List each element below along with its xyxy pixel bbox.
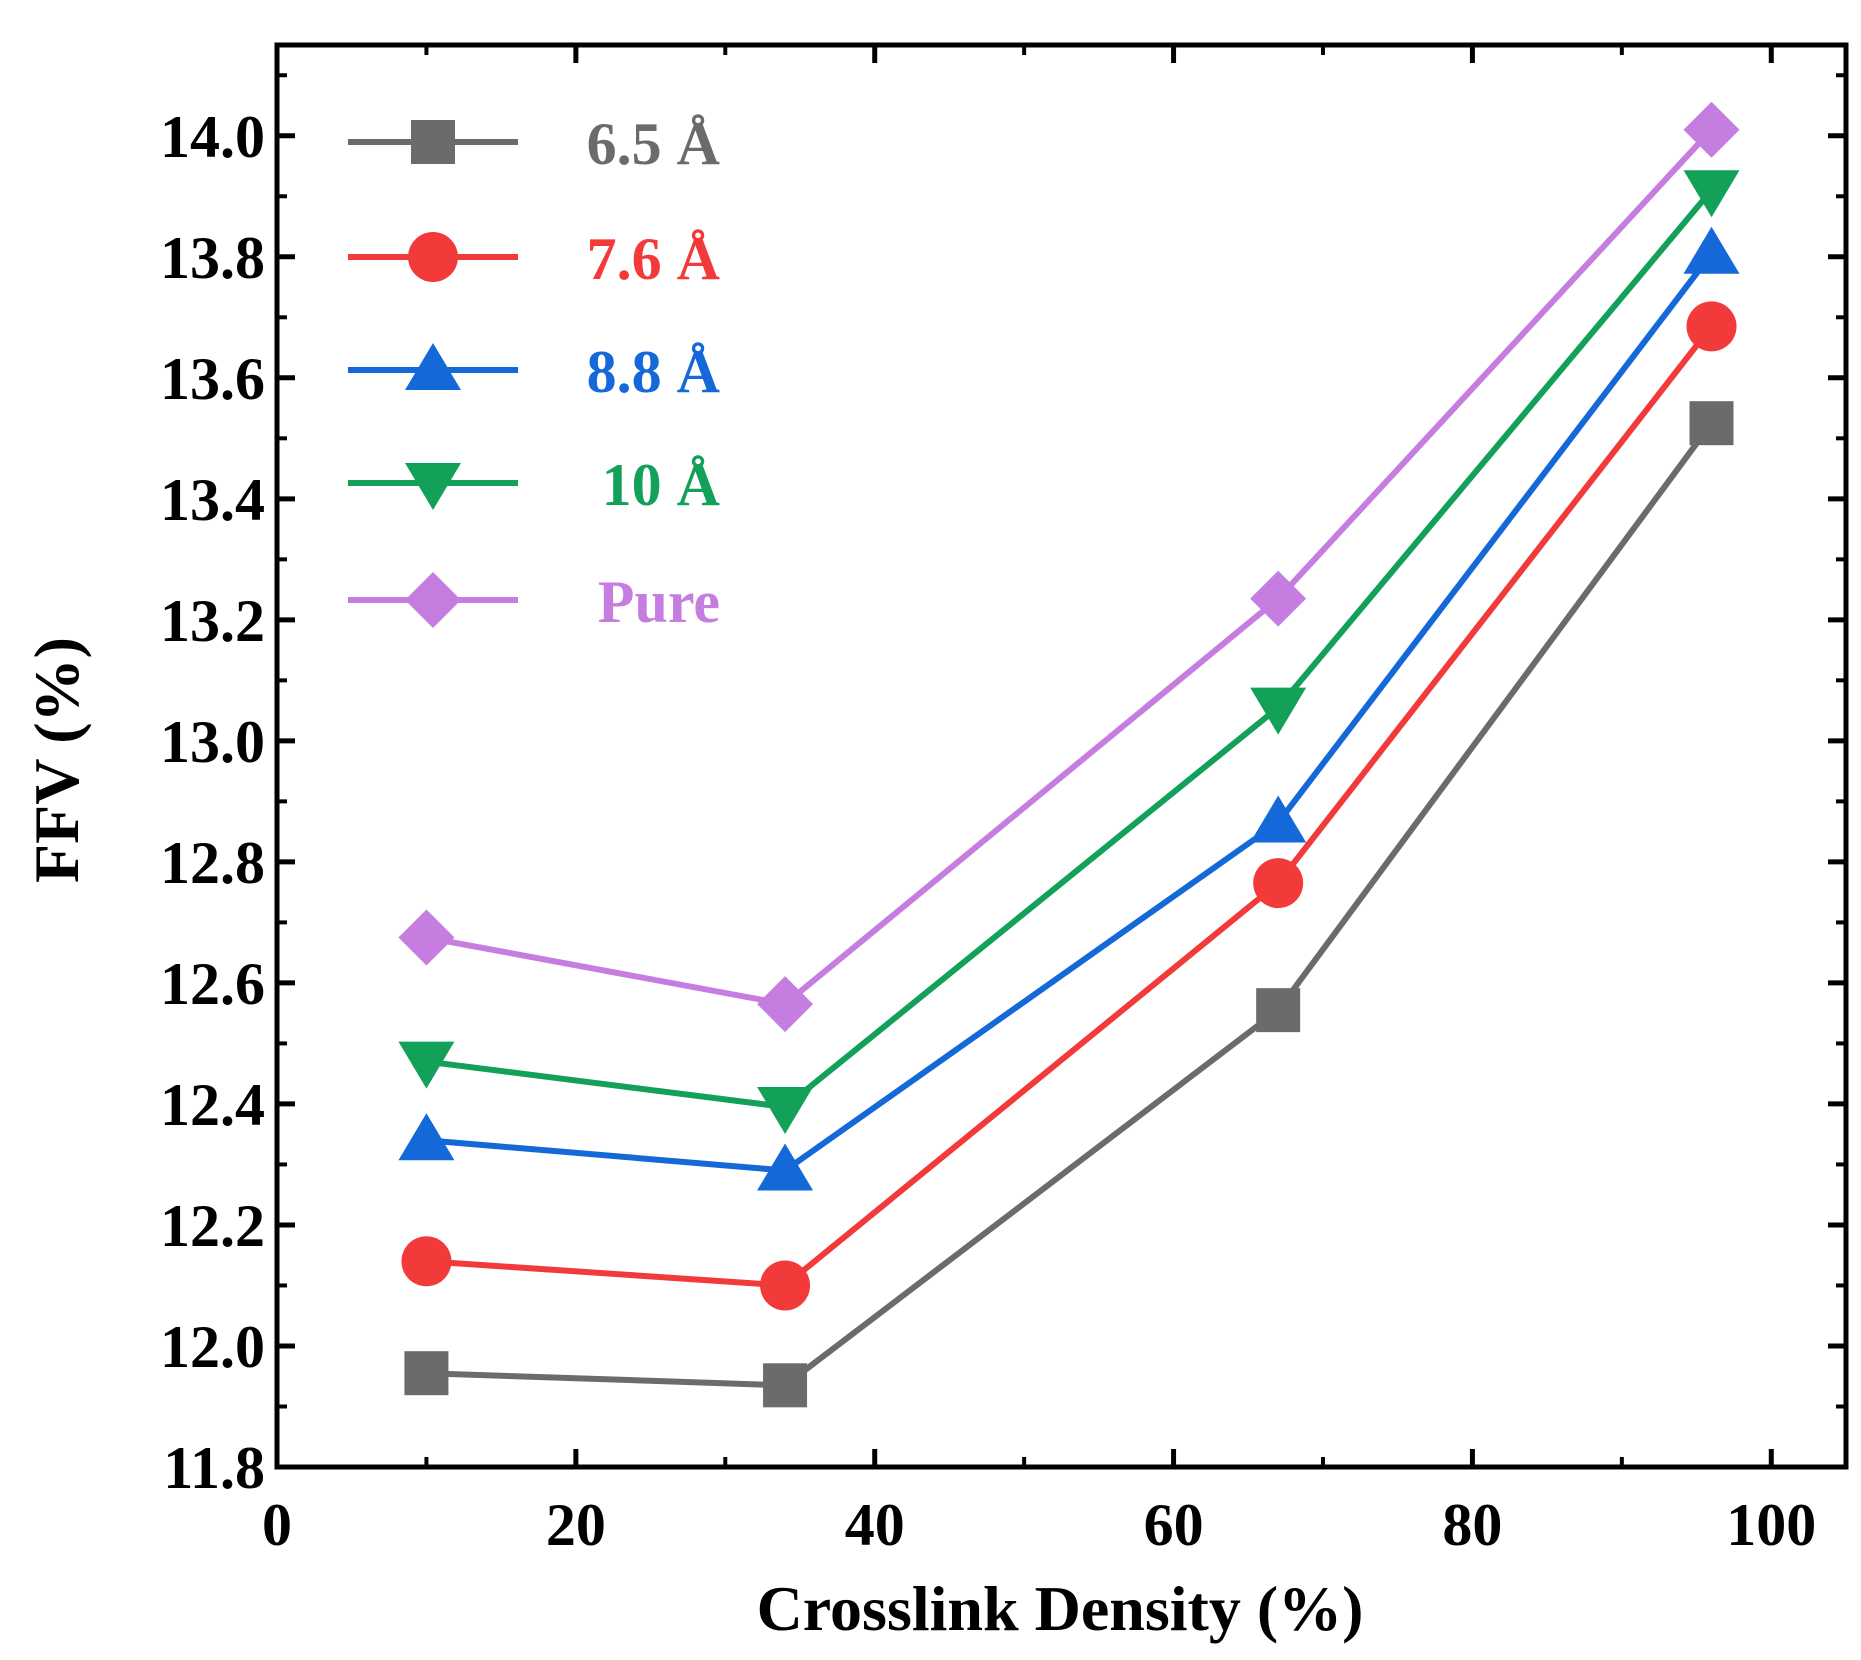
- data-point: [1686, 301, 1737, 352]
- series-group: [398, 101, 1740, 1408]
- x-tick-label: 0: [262, 1492, 292, 1558]
- legend-marker: [411, 120, 455, 164]
- plot-frame: [274, 42, 1849, 1470]
- data-point: [1250, 570, 1307, 627]
- data-point: [1683, 170, 1740, 218]
- legend-label: Pure: [598, 569, 720, 635]
- data-point: [404, 1351, 449, 1396]
- y-tick-label: 12.0: [160, 1314, 265, 1380]
- data-point: [757, 1143, 814, 1191]
- series-2: [398, 226, 1740, 1191]
- y-tick-label: 13.2: [160, 588, 265, 654]
- data-point: [1250, 795, 1307, 843]
- data-point: [398, 1113, 455, 1161]
- data-point: [398, 1041, 455, 1089]
- data-point: [757, 1086, 814, 1134]
- series-line: [426, 251, 1714, 1174]
- legend-marker: [405, 572, 461, 628]
- data-point: [398, 909, 455, 966]
- y-axis-title: FFV (%): [21, 637, 92, 883]
- series-3: [398, 170, 1740, 1134]
- legend-item-3: 10 Å: [348, 452, 720, 518]
- data-point: [1683, 226, 1740, 274]
- legend-item-2: 8.8 Å: [348, 339, 720, 405]
- legend-label: 8.8 Å: [587, 339, 720, 405]
- legend-item-0: 6.5 Å: [348, 111, 720, 177]
- x-tick-label: 40: [845, 1492, 905, 1558]
- y-tick-label: 12.8: [160, 830, 265, 896]
- data-point: [1250, 687, 1307, 735]
- x-tick-label: 20: [546, 1492, 606, 1558]
- y-tick-label: 13.0: [160, 709, 265, 775]
- data-point: [763, 1363, 808, 1408]
- legend-marker: [405, 463, 461, 510]
- series-1: [401, 301, 1737, 1311]
- data-point: [757, 976, 814, 1033]
- y-tick-label: 12.4: [160, 1072, 265, 1138]
- data-point: [1689, 401, 1734, 446]
- data-point: [1253, 858, 1304, 909]
- data-point: [760, 1260, 811, 1311]
- y-tick-label: 12.2: [160, 1193, 265, 1259]
- x-axis-title: Crosslink Density (%): [757, 1573, 1364, 1644]
- x-tick-label: 80: [1442, 1492, 1502, 1558]
- legend: 6.5 Å 7.6 Å 8.8 Å 10 Å Pure: [348, 111, 720, 635]
- y-tick-label: 13.6: [160, 346, 265, 412]
- series-4: [398, 101, 1740, 1033]
- data-point: [1683, 101, 1740, 158]
- legend-item-4: Pure: [348, 569, 720, 635]
- series-line: [426, 421, 1714, 1389]
- x-tick-label: 60: [1144, 1492, 1204, 1558]
- legend-label: 7.6 Å: [587, 226, 720, 292]
- series-line: [426, 324, 1714, 1289]
- y-tick-label: 13.8: [160, 225, 265, 291]
- legend-label: 10 Å: [602, 452, 720, 518]
- series-line: [425, 127, 1714, 1008]
- data-point: [1256, 988, 1301, 1033]
- legend-label: 6.5 Å: [587, 111, 720, 177]
- series-0: [404, 401, 1734, 1408]
- axes: 0 20 40 60 80 100 11.8 12.0 12.2 12.4 12.6 12.8 13.0…: [160, 42, 1849, 1558]
- legend-marker: [408, 232, 458, 282]
- data-point: [401, 1236, 452, 1287]
- series-line: [426, 188, 1714, 1110]
- y-tick-label: 14.0: [160, 104, 265, 170]
- y-tick-label: 13.4: [160, 467, 265, 533]
- y-tick-label: 11.8: [163, 1435, 265, 1501]
- legend-item-1: 7.6 Å: [348, 226, 720, 292]
- y-tick-label: 12.6: [160, 951, 265, 1017]
- legend-marker: [405, 343, 461, 390]
- x-tick-label: 100: [1726, 1492, 1816, 1558]
